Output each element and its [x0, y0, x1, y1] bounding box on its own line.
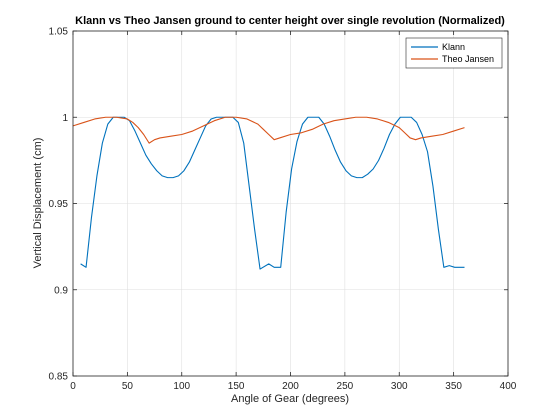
x-tick-label: 200: [282, 381, 299, 392]
tick-layer: 0 50 100 150 200 250 300 350 400 0.85 0.9 0.95 1 1.05: [49, 27, 517, 393]
grid-layer: [72, 30, 509, 377]
chart-title: Klann vs Theo Jansen ground to center he…: [75, 15, 505, 27]
x-tick-label: 100: [173, 381, 190, 392]
legend-box: [405, 37, 503, 69]
x-axis-label: Angle of Gear (degrees): [231, 393, 349, 405]
y-tick-label: 1.05: [49, 27, 69, 38]
x-tick-label: 350: [445, 381, 462, 392]
series-layer: [72, 116, 465, 270]
legend-label-theo-jansen: Theo Jansen: [442, 54, 494, 64]
y-tick-label: 0.9: [54, 285, 68, 296]
legend-label-klann: Klann: [442, 42, 465, 52]
x-tick-label: 250: [337, 381, 354, 392]
x-tick-label: 0: [70, 381, 76, 392]
x-tick-label: 50: [122, 381, 134, 392]
x-tick-label: 150: [228, 381, 245, 392]
legend: Klann Theo Jansen: [405, 37, 503, 69]
y-axis-label: Vertical Displacement (cm): [32, 138, 44, 269]
series-line-klann: [80, 116, 465, 270]
y-tick-label: 0.85: [49, 372, 69, 383]
y-tick-label: 1: [62, 113, 68, 124]
series-line-theo-jansen: [72, 116, 465, 144]
x-tick-label: 300: [391, 381, 408, 392]
y-tick-label: 0.95: [49, 199, 69, 210]
x-tick-label: 400: [500, 381, 517, 392]
